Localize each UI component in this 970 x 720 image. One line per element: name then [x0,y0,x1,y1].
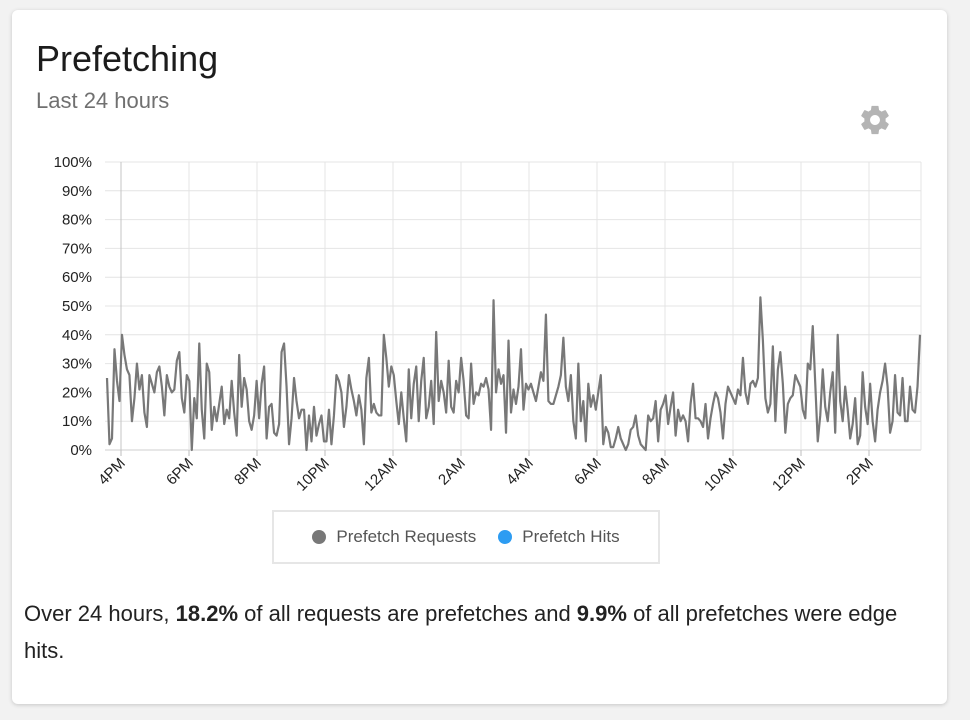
x-tick-label: 12AM [361,455,401,495]
x-tick-label: 4AM [503,455,537,489]
y-tick-label: 0% [70,442,92,459]
prefetching-card: Prefetching Last 24 hours [12,10,947,704]
summary-text: Over 24 hours, 18.2% of all requests are… [24,601,898,663]
x-tick-label: 8PM [231,455,265,489]
y-tick-label: 80% [62,212,92,229]
chart-legend: Prefetch Requests Prefetch Hits [272,510,660,564]
x-tick-label: 10AM [701,455,741,495]
y-tick-label: 10% [62,413,92,430]
hits-percentage: 9.9% [576,601,627,626]
legend-label: Prefetch Hits [522,527,620,546]
y-tick-label: 60% [62,269,92,286]
x-tick-label: 10PM [293,455,333,495]
card-subtitle: Last 24 hours [36,88,170,113]
legend-item-prefetch-hits[interactable]: Prefetch Hits [498,527,620,547]
x-tick-label: 2PM [843,455,877,489]
y-tick-label: 70% [62,240,92,257]
x-tick-label: 12PM [769,455,809,495]
x-tick-label: 6AM [571,455,605,489]
requests-percentage: 18.2% [175,601,239,626]
gear-icon[interactable] [858,103,892,137]
y-tick-label: 100% [54,154,92,171]
x-tick-label: 8AM [639,455,673,489]
y-tick-label: 20% [62,384,92,401]
y-tick-label: 50% [62,298,92,315]
x-tick-label: 2AM [435,455,469,489]
legend-dot-icon [312,530,327,544]
y-tick-label: 90% [62,183,92,200]
y-tick-label: 40% [62,327,92,344]
legend-item-prefetch-requests[interactable]: Prefetch Requests [312,527,476,547]
card-title: Prefetching [36,38,219,79]
legend-dot-icon [498,530,513,544]
legend-label: Prefetch Requests [336,527,477,546]
series-line-prefetch-requests [105,296,922,452]
x-tick-label: 6PM [163,455,197,489]
x-tick-label: 4PM [95,455,129,489]
y-tick-label: 30% [62,356,92,373]
